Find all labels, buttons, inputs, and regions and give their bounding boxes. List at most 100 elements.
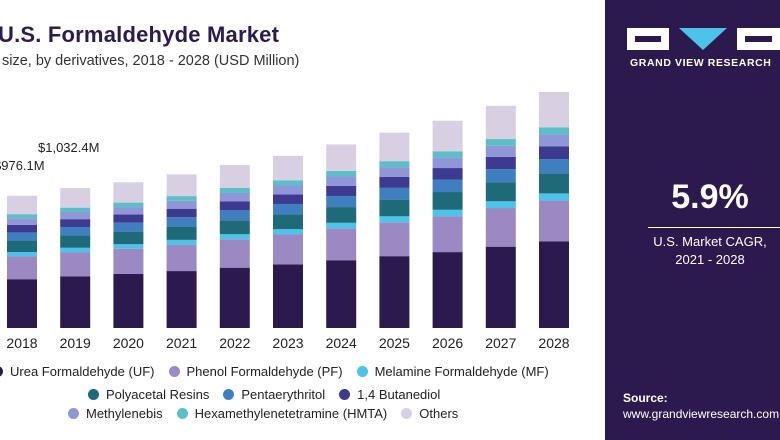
bar-segment-2024-3 [326, 207, 357, 223]
bar-segment-2027-0 [485, 246, 516, 328]
legend-label: 1,4 Butanediol [357, 387, 441, 402]
legend-label: Polyacetal Resins [106, 387, 210, 402]
x-tick-label: 2018 [6, 335, 37, 351]
bar-segment-2023-2 [273, 229, 303, 235]
bar-segment-2018-5 [7, 224, 37, 233]
bar-segment-2025-1 [379, 222, 410, 257]
legend-row-1: Urea Formaldehyde (UF) Phenol Formaldehyd… [0, 364, 563, 380]
bar-segment-2026-5 [432, 168, 463, 180]
bar-segment-2020-5 [113, 214, 144, 223]
annotation-2019: $1,032.4M [38, 140, 100, 155]
bar-segment-2025-5 [379, 176, 410, 188]
bar-segment-2018-3 [7, 240, 37, 253]
bar-segment-2022-1 [219, 239, 250, 268]
bar-segment-2028-7 [539, 127, 569, 135]
legend-item-phenol-formaldehyde: Phenol Formaldehyde (PF) [168, 364, 343, 379]
bar-segment-2023-5 [273, 194, 303, 204]
bar-segment-2024-4 [326, 195, 357, 208]
bar-segment-2028-8 [539, 91, 569, 128]
cagr-period: 2021 - 2028 [675, 252, 745, 267]
bar-segment-2019-3 [60, 235, 91, 248]
bar-segment-2022-8 [219, 164, 250, 188]
bar-segment-2024-8 [326, 144, 357, 171]
bar-segment-2026-1 [432, 216, 463, 253]
bar-segment-2023-0 [273, 264, 303, 328]
x-tick-label: 2024 [326, 335, 357, 351]
bar-segment-2025-2 [379, 216, 410, 223]
bar-segment-2028-2 [539, 193, 569, 201]
bar-segment-2022-2 [219, 234, 250, 240]
bar-segment-2028-5 [539, 146, 569, 160]
annotation-2018: $976.1M [0, 158, 45, 173]
bar-segment-2018-7 [7, 214, 37, 219]
legend-swatch [176, 408, 188, 419]
bar-segment-2027-1 [485, 208, 516, 247]
cagr-label: U.S. Market CAGR, [653, 234, 767, 249]
bar-segment-2024-2 [326, 222, 357, 229]
legend-label: Methylenebis [86, 406, 163, 421]
legend-swatch [0, 366, 3, 377]
legend-swatch [88, 389, 99, 400]
bar-segment-2023-1 [273, 234, 303, 265]
bar-segment-2026-6 [432, 157, 463, 169]
bar-segment-2021-6 [166, 200, 197, 209]
legend-label: Phenol Formaldehyde (PF) [186, 364, 343, 379]
bar-segment-2023-7 [273, 180, 303, 186]
bar-segment-2018-2 [7, 252, 37, 257]
legend-label: Others [419, 406, 459, 421]
bar-segment-2021-5 [166, 208, 197, 218]
bar-segment-2020-3 [113, 231, 144, 245]
bar-segment-2020-1 [113, 248, 144, 274]
bar-segment-2027-3 [485, 182, 516, 202]
bar-segment-2027-4 [485, 169, 516, 183]
bar-segment-2023-3 [273, 214, 303, 230]
bar-segment-2019-8 [60, 188, 91, 208]
chart-panel: U.S. Formaldehyde Market size, by deriva… [0, 22, 570, 422]
bar-segment-2027-6 [485, 145, 516, 157]
bar-segment-2023-8 [273, 155, 303, 181]
legend-row-3: Methylenebis Hexamethylenetetramine (HMTA… [68, 406, 472, 422]
bar-segment-2024-6 [326, 176, 357, 186]
sidebar: GRAND VIEW RESEARCH 5.9% U.S. Market CAG… [605, 0, 780, 440]
bar-segment-2020-4 [113, 222, 144, 232]
legend-row-2: Polyacetal Resins Pentaerythritol 1,4 Buta… [88, 387, 454, 403]
legend-item-butanediol: 1,4 Butanediol [339, 387, 440, 402]
x-tick-label: 2020 [113, 335, 144, 351]
bar-segment-2020-7 [113, 202, 144, 208]
bar-segment-2023-4 [273, 203, 303, 215]
bar-segment-2022-5 [219, 201, 250, 211]
x-tick-label: 2023 [272, 335, 303, 351]
bar-segment-2026-2 [432, 209, 463, 217]
bar-segment-2022-6 [219, 192, 250, 202]
bar-segment-2018-1 [7, 256, 37, 280]
bar-segment-2025-8 [379, 132, 410, 162]
legend-swatch [68, 408, 79, 419]
bar-segment-2020-2 [113, 244, 144, 249]
x-tick-label: 2027 [485, 335, 516, 351]
bar-segment-2028-3 [539, 173, 569, 194]
brand-name: GRAND VIEW RESEARCH [630, 57, 772, 69]
legend-label: Pentaerythritol [241, 387, 326, 402]
bar-segment-2020-0 [113, 273, 144, 328]
bar-segment-2025-6 [379, 167, 410, 177]
source-label: Source: [623, 391, 668, 405]
legend-item-polyacetal-resins: Polyacetal Resins [88, 387, 209, 402]
legend-swatch [339, 389, 351, 400]
bar-segment-2024-5 [326, 185, 357, 196]
bar-segment-2022-4 [219, 210, 250, 221]
bar-segment-2024-0 [326, 260, 357, 328]
bar-segment-2021-2 [166, 239, 197, 245]
legend-swatch [168, 366, 180, 377]
bar-segment-2019-0 [60, 276, 91, 328]
grand-view-research-logo-icon [627, 28, 780, 50]
legend-swatch [401, 408, 413, 419]
bar-segment-2022-7 [219, 187, 250, 193]
legend-label: Melamine Formaldehyde (MF) [374, 364, 549, 379]
bar-segment-2027-5 [485, 156, 516, 170]
bar-segment-2019-2 [60, 247, 91, 253]
x-tick-label: 2019 [60, 335, 91, 351]
bar-segment-2025-0 [379, 256, 410, 328]
bar-segment-2027-2 [485, 201, 516, 209]
bar-segment-2021-1 [166, 244, 197, 272]
